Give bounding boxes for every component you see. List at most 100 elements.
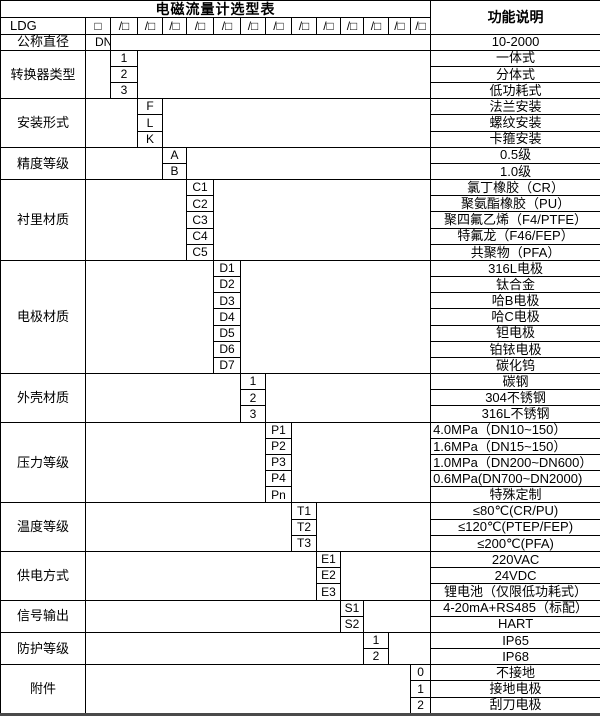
gap-cell — [264, 373, 432, 423]
option-code: C2 — [186, 195, 214, 213]
option-code: D6 — [213, 340, 241, 358]
function-value: ≤200℃(PFA) — [430, 534, 600, 553]
code-slot: /□ — [240, 17, 266, 35]
option-code: P3 — [265, 453, 292, 472]
function-value: 分体式 — [430, 65, 600, 84]
option-code: 0 — [409, 664, 432, 682]
gap-cell — [109, 33, 432, 51]
function-value: 不接地 — [430, 664, 600, 682]
function-value: 316L不锈钢 — [430, 405, 600, 423]
section-label: 压力等级 — [0, 421, 86, 504]
section-label: 衬里材质 — [0, 179, 86, 261]
code-box: □ — [85, 17, 111, 35]
function-header: 功能说明 — [430, 0, 600, 35]
option-code: T3 — [291, 534, 317, 553]
option-code: L — [137, 114, 163, 132]
option-code: 2 — [363, 648, 389, 666]
function-value: 聚四氟乙烯（F4/PTFE） — [430, 211, 600, 229]
option-code: C3 — [186, 211, 214, 229]
gap-cell — [85, 631, 364, 666]
section-label: 精度等级 — [0, 146, 86, 181]
option-code: C5 — [186, 243, 214, 261]
gap-cell — [85, 146, 163, 181]
gap-cell — [185, 146, 432, 181]
function-value: 24VDC — [430, 567, 600, 585]
option-code: 1 — [240, 373, 266, 391]
gap-cell — [239, 259, 432, 375]
option-code: D2 — [213, 276, 241, 294]
option-code: 1 — [409, 680, 432, 698]
option-code: Pn — [265, 486, 292, 504]
code-slot: /□ — [409, 17, 432, 35]
code-slot: /□ — [110, 17, 138, 35]
model-code: LDG — [0, 17, 86, 35]
section-label: 信号输出 — [0, 599, 86, 633]
gap-cell — [290, 421, 432, 504]
function-value: 1.0MPa（DN200~DN600） — [430, 453, 600, 472]
function-value: 法兰安装 — [430, 98, 600, 116]
code-slot: /□ — [137, 17, 163, 35]
code-slot: /□ — [265, 17, 292, 35]
gap-cell — [212, 179, 432, 261]
section-label: 供电方式 — [0, 551, 86, 601]
code-slot: /□ — [316, 17, 341, 35]
option-code: D4 — [213, 308, 241, 326]
function-value: 碳化钨 — [430, 356, 600, 375]
gap-cell — [85, 421, 266, 504]
section-label: 附件 — [0, 664, 86, 715]
option-code: B — [162, 162, 187, 181]
function-value: 哈C电极 — [430, 308, 600, 326]
option-code: 2 — [110, 65, 138, 84]
function-value: 接地电极 — [430, 680, 600, 698]
gap-cell — [85, 664, 411, 715]
gap-cell — [85, 502, 292, 552]
function-value: HART — [430, 615, 600, 633]
function-value: 1.0级 — [430, 162, 600, 181]
function-value: 铂铱电极 — [430, 340, 600, 358]
gap-cell — [387, 631, 432, 666]
option-code: 1 — [363, 631, 389, 650]
option-code: 2 — [409, 696, 432, 716]
function-value: IP68 — [430, 648, 600, 666]
function-value: 0.5级 — [430, 146, 600, 164]
function-value: 哈B电极 — [430, 292, 600, 310]
code-slot: /□ — [162, 17, 187, 35]
section-label: 转换器类型 — [0, 49, 86, 100]
code-slot: /□ — [186, 17, 214, 35]
option-code: F — [137, 98, 163, 116]
function-value: 钛合金 — [430, 276, 600, 294]
section-label: 防护等级 — [0, 631, 86, 666]
function-value: 304不锈钢 — [430, 389, 600, 407]
table-title: 电磁流量计选型表 — [0, 0, 432, 19]
option-code: P1 — [265, 421, 292, 439]
option-code: E2 — [316, 567, 341, 585]
function-value: 聚氨酯橡胶（PU） — [430, 195, 600, 213]
gap-cell — [315, 502, 432, 552]
option-code: 1 — [110, 49, 138, 67]
function-value: ≤80℃(CR/PU) — [430, 502, 600, 520]
function-value: 316L电极 — [430, 259, 600, 278]
code-slot: /□ — [213, 17, 241, 35]
function-value: 特氟龙（F46/FEP） — [430, 227, 600, 245]
option-code: C4 — [186, 227, 214, 245]
function-value: 锂电池（仅限低功耗式） — [430, 583, 600, 601]
function-value: 4-20mA+RS485（标配） — [430, 599, 600, 617]
option-code: 3 — [240, 405, 266, 423]
option-code: D3 — [213, 292, 241, 310]
option-code: D5 — [213, 324, 241, 342]
gap-cell — [362, 599, 432, 633]
code-slot: /□ — [291, 17, 317, 35]
function-value: 碳钢 — [430, 373, 600, 391]
function-value: 刮刀电极 — [430, 696, 600, 716]
section-label: 温度等级 — [0, 502, 86, 552]
function-value: 低功耗式 — [430, 82, 600, 100]
option-code: DN — [85, 33, 111, 51]
gap-cell — [85, 49, 111, 100]
function-value: 螺纹安装 — [430, 114, 600, 132]
option-code: E3 — [316, 583, 341, 601]
option-code: D7 — [213, 356, 241, 375]
function-value: 特殊定制 — [430, 486, 600, 504]
option-code: A — [162, 146, 187, 164]
option-code: E1 — [316, 550, 341, 569]
